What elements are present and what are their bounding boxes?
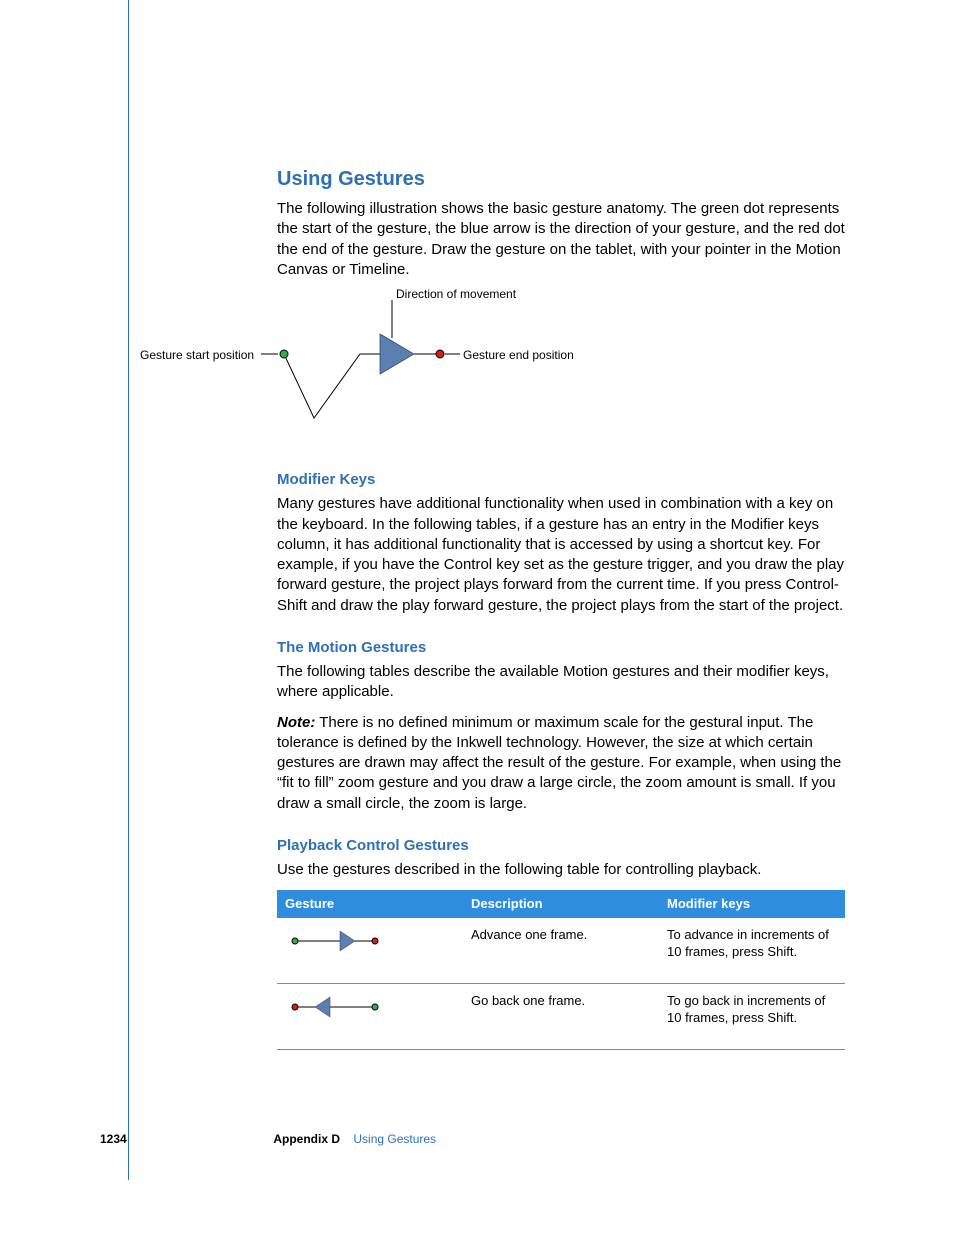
- label-end-position: Gesture end position: [463, 347, 574, 363]
- heading-using-gestures: Using Gestures: [277, 166, 845, 193]
- gesture-forward-icon: [285, 926, 385, 956]
- heading-modifier-keys: Modifier Keys: [277, 470, 845, 490]
- heading-motion-gestures: The Motion Gestures: [277, 638, 845, 658]
- note-label: Note:: [277, 714, 315, 731]
- cell-gesture-back: [277, 983, 463, 1049]
- appendix-label: Appendix D: [273, 1132, 340, 1146]
- gesture-back-icon: [285, 992, 385, 1022]
- paragraph-motion-gestures: The following tables describe the availa…: [277, 662, 845, 703]
- intro-paragraph: The following illustration shows the bas…: [277, 199, 845, 280]
- cell-desc: Advance one frame.: [463, 918, 659, 984]
- cell-gesture-forward: [277, 918, 463, 984]
- table-header-modifier: Modifier keys: [659, 890, 845, 918]
- table-header-gesture: Gesture: [277, 890, 463, 918]
- table-row: Go back one frame. To go back in increme…: [277, 983, 845, 1049]
- left-margin-rule: [128, 0, 129, 1180]
- cell-mod: To go back in increments of 10 frames, p…: [659, 983, 845, 1049]
- table-header-description: Description: [463, 890, 659, 918]
- table-header-row: Gesture Description Modifier keys: [277, 890, 845, 918]
- paragraph-playback-control: Use the gestures described in the follow…: [277, 860, 845, 880]
- paragraph-modifier-keys: Many gestures have additional functional…: [277, 494, 845, 616]
- note-paragraph: Note: There is no defined minimum or max…: [277, 713, 845, 814]
- page: Using Gestures The following illustratio…: [0, 0, 954, 1235]
- page-footer: 1234 Appendix D Using Gestures: [100, 1131, 436, 1147]
- page-number: 1234: [100, 1131, 270, 1147]
- table-row: Advance one frame. To advance in increme…: [277, 918, 845, 984]
- cell-mod: To advance in increments of 10 frames, p…: [659, 918, 845, 984]
- appendix-title: Using Gestures: [353, 1132, 436, 1146]
- heading-playback-control: Playback Control Gestures: [277, 836, 845, 856]
- gesture-anatomy-diagram: Gesture start position Direction of move…: [128, 280, 698, 440]
- cell-desc: Go back one frame.: [463, 983, 659, 1049]
- playback-gestures-table: Gesture Description Modifier keys: [277, 890, 845, 1050]
- label-direction: Direction of movement: [396, 286, 516, 302]
- note-text: There is no defined minimum or maximum s…: [277, 714, 841, 812]
- label-start-position: Gesture start position: [140, 347, 254, 363]
